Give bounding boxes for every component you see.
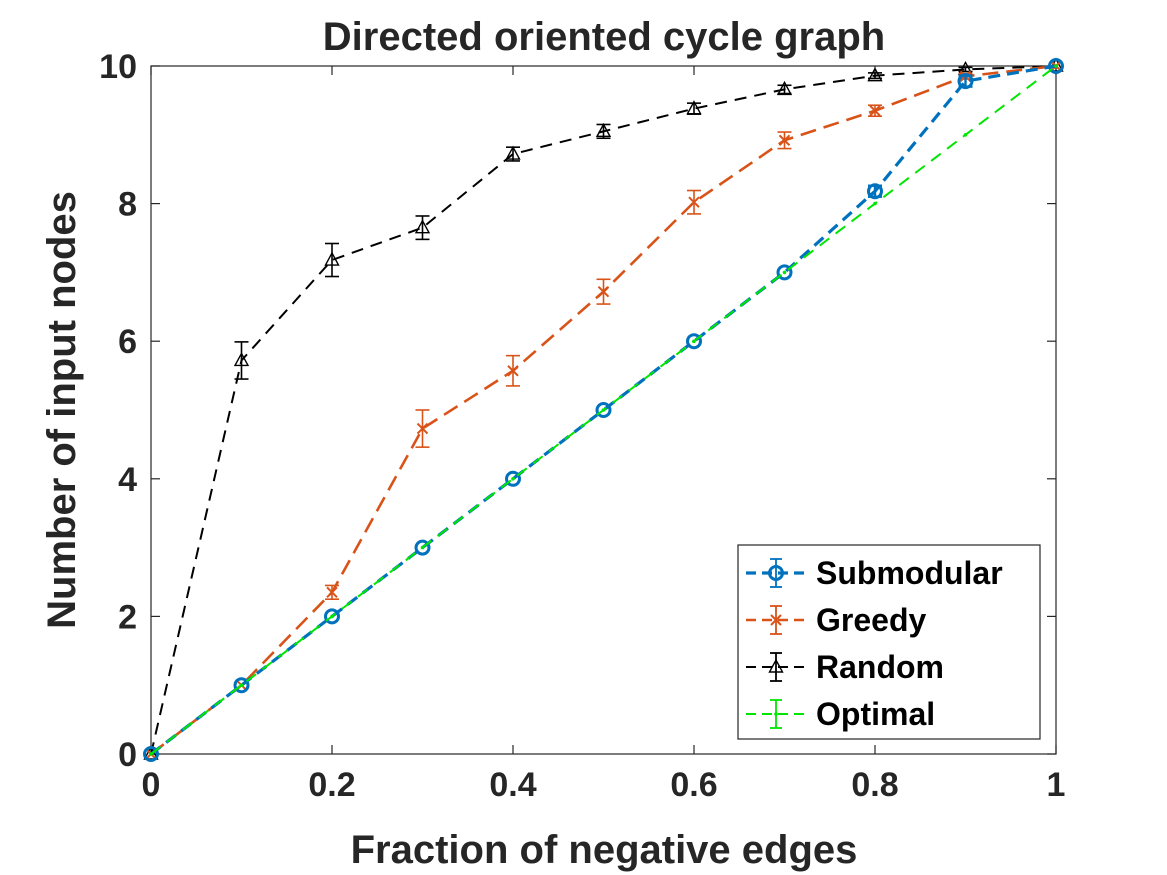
data-point-submodular [957, 73, 974, 90]
legend-item-random: Random [746, 649, 944, 685]
data-point-greedy [688, 196, 700, 208]
data-point-optimal [782, 270, 787, 275]
data-point-optimal [511, 477, 515, 481]
data-point-random [414, 219, 431, 234]
axes-box [150, 65, 1057, 755]
data-point-optimal [601, 408, 606, 412]
x-tick-label: 1 [1047, 766, 1066, 804]
x-tick-label: 0 [142, 766, 161, 804]
legend-label: Submodular [816, 555, 1003, 591]
data-point-greedy [778, 134, 791, 147]
data-point-optimal [420, 545, 425, 550]
legend-label: Random [816, 649, 944, 685]
y-tick-label: 0 [118, 736, 137, 774]
data-point-greedy [597, 285, 610, 298]
data-point-random [867, 67, 883, 82]
data-point-submodular [233, 677, 250, 694]
data-point-greedy [326, 586, 338, 599]
x-tick-label: 0.6 [670, 766, 717, 804]
data-point-random [686, 100, 702, 115]
x-tick-label: 0.4 [489, 766, 536, 804]
data-point-random [776, 80, 793, 96]
data-point-optimal [873, 201, 877, 206]
legend-label: Greedy [816, 602, 926, 638]
legend-marker [770, 614, 782, 626]
data-point-optimal [330, 614, 334, 619]
data-point-submodular [686, 333, 702, 350]
data-point-submodular [867, 183, 883, 200]
x-tick-label: 0.8 [851, 766, 898, 804]
y-tick-label: 10 [99, 48, 137, 86]
data-point-greedy [416, 422, 429, 435]
data-point-greedy [507, 365, 519, 377]
y-tick-label: 8 [118, 186, 137, 224]
x-axis-label: Fraction of negative edges [351, 828, 858, 872]
series-random [143, 57, 1064, 760]
data-point-optimal [963, 133, 968, 137]
legend-box [737, 544, 1041, 740]
legend-marker [768, 658, 784, 673]
data-point-random [233, 351, 250, 367]
data-point-submodular [414, 539, 431, 556]
data-point-submodular [776, 264, 793, 281]
chart-title: Directed oriented cycle graph [323, 15, 885, 59]
data-point-optimal [1054, 64, 1058, 68]
data-point-random [324, 251, 340, 266]
legend-marker [774, 712, 778, 716]
series-submodular [143, 58, 1064, 762]
data-point-optimal [149, 752, 153, 756]
legend-item-greedy: Greedy [746, 602, 926, 638]
y-tick-label: 2 [118, 598, 137, 636]
data-point-submodular [505, 470, 521, 487]
legend: Submodular Greedy Random Optimal [737, 544, 1041, 740]
y-tick-label: 6 [118, 323, 137, 361]
y-axis-label: Number of input nodes [40, 191, 84, 629]
legend-item-optimal: Optimal [746, 696, 935, 732]
y-tick-label: 4 [118, 461, 137, 499]
x-tick-label: 0.2 [308, 766, 355, 804]
data-point-random [595, 122, 612, 138]
data-point-submodular [324, 608, 340, 625]
data-point-submodular [595, 402, 612, 418]
legend-marker [768, 565, 784, 581]
data-point-optimal [239, 683, 244, 687]
data-point-greedy [869, 105, 881, 117]
data-point-random [505, 145, 521, 160]
legend-label: Optimal [816, 696, 935, 732]
data-point-submodular [1048, 58, 1064, 74]
data-point-optimal [692, 339, 696, 344]
data-point-submodular [143, 746, 159, 762]
series-optimal [149, 64, 1058, 756]
legend-item-submodular: Submodular [746, 555, 1003, 591]
